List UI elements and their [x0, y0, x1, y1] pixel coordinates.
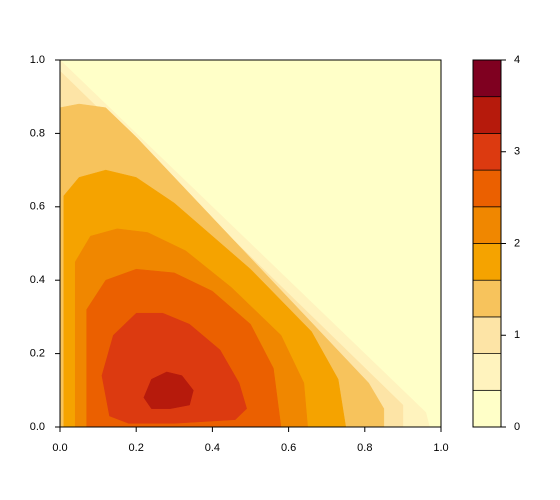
colorbar-swatch	[472, 133, 502, 171]
colorbar-swatch	[472, 279, 502, 318]
colorbar-swatch	[472, 96, 502, 134]
y-tick-label: 0.4	[30, 274, 45, 286]
y-tick-label: 0.8	[30, 127, 45, 139]
colorbar-tick-label: 1	[514, 329, 520, 341]
colorbar-tick-label: 2	[514, 237, 520, 249]
plot-area	[60, 60, 441, 427]
x-tick-label: 0.4	[205, 442, 220, 454]
colorbar-swatch	[472, 389, 502, 428]
x-tick-label: 0.0	[52, 442, 67, 454]
y-tick-label: 0.0	[30, 421, 45, 433]
colorbar-swatch	[472, 169, 502, 208]
colorbar-swatch	[472, 316, 502, 354]
colorbar-tick-label: 3	[514, 146, 520, 158]
contour-band	[101, 312, 247, 424]
x-tick-label: 0.6	[281, 442, 296, 454]
colorbar-tick-label: 0	[514, 421, 520, 433]
colorbar-swatch	[472, 353, 502, 391]
colorbar-swatch	[472, 206, 502, 244]
plot-frame	[59, 59, 442, 428]
x-tick-label: 0.2	[129, 442, 144, 454]
colorbar-swatch	[472, 59, 502, 98]
contour-band	[143, 371, 194, 409]
colorbar-swatch	[472, 243, 502, 281]
colorbar-tick-label: 4	[514, 54, 520, 66]
y-tick-label: 0.2	[30, 348, 45, 360]
x-tick-label: 0.8	[357, 442, 372, 454]
y-tick-label: 0.6	[30, 201, 45, 213]
y-tick-label: 1.0	[30, 54, 45, 66]
x-tick-label: 1.0	[433, 442, 448, 454]
